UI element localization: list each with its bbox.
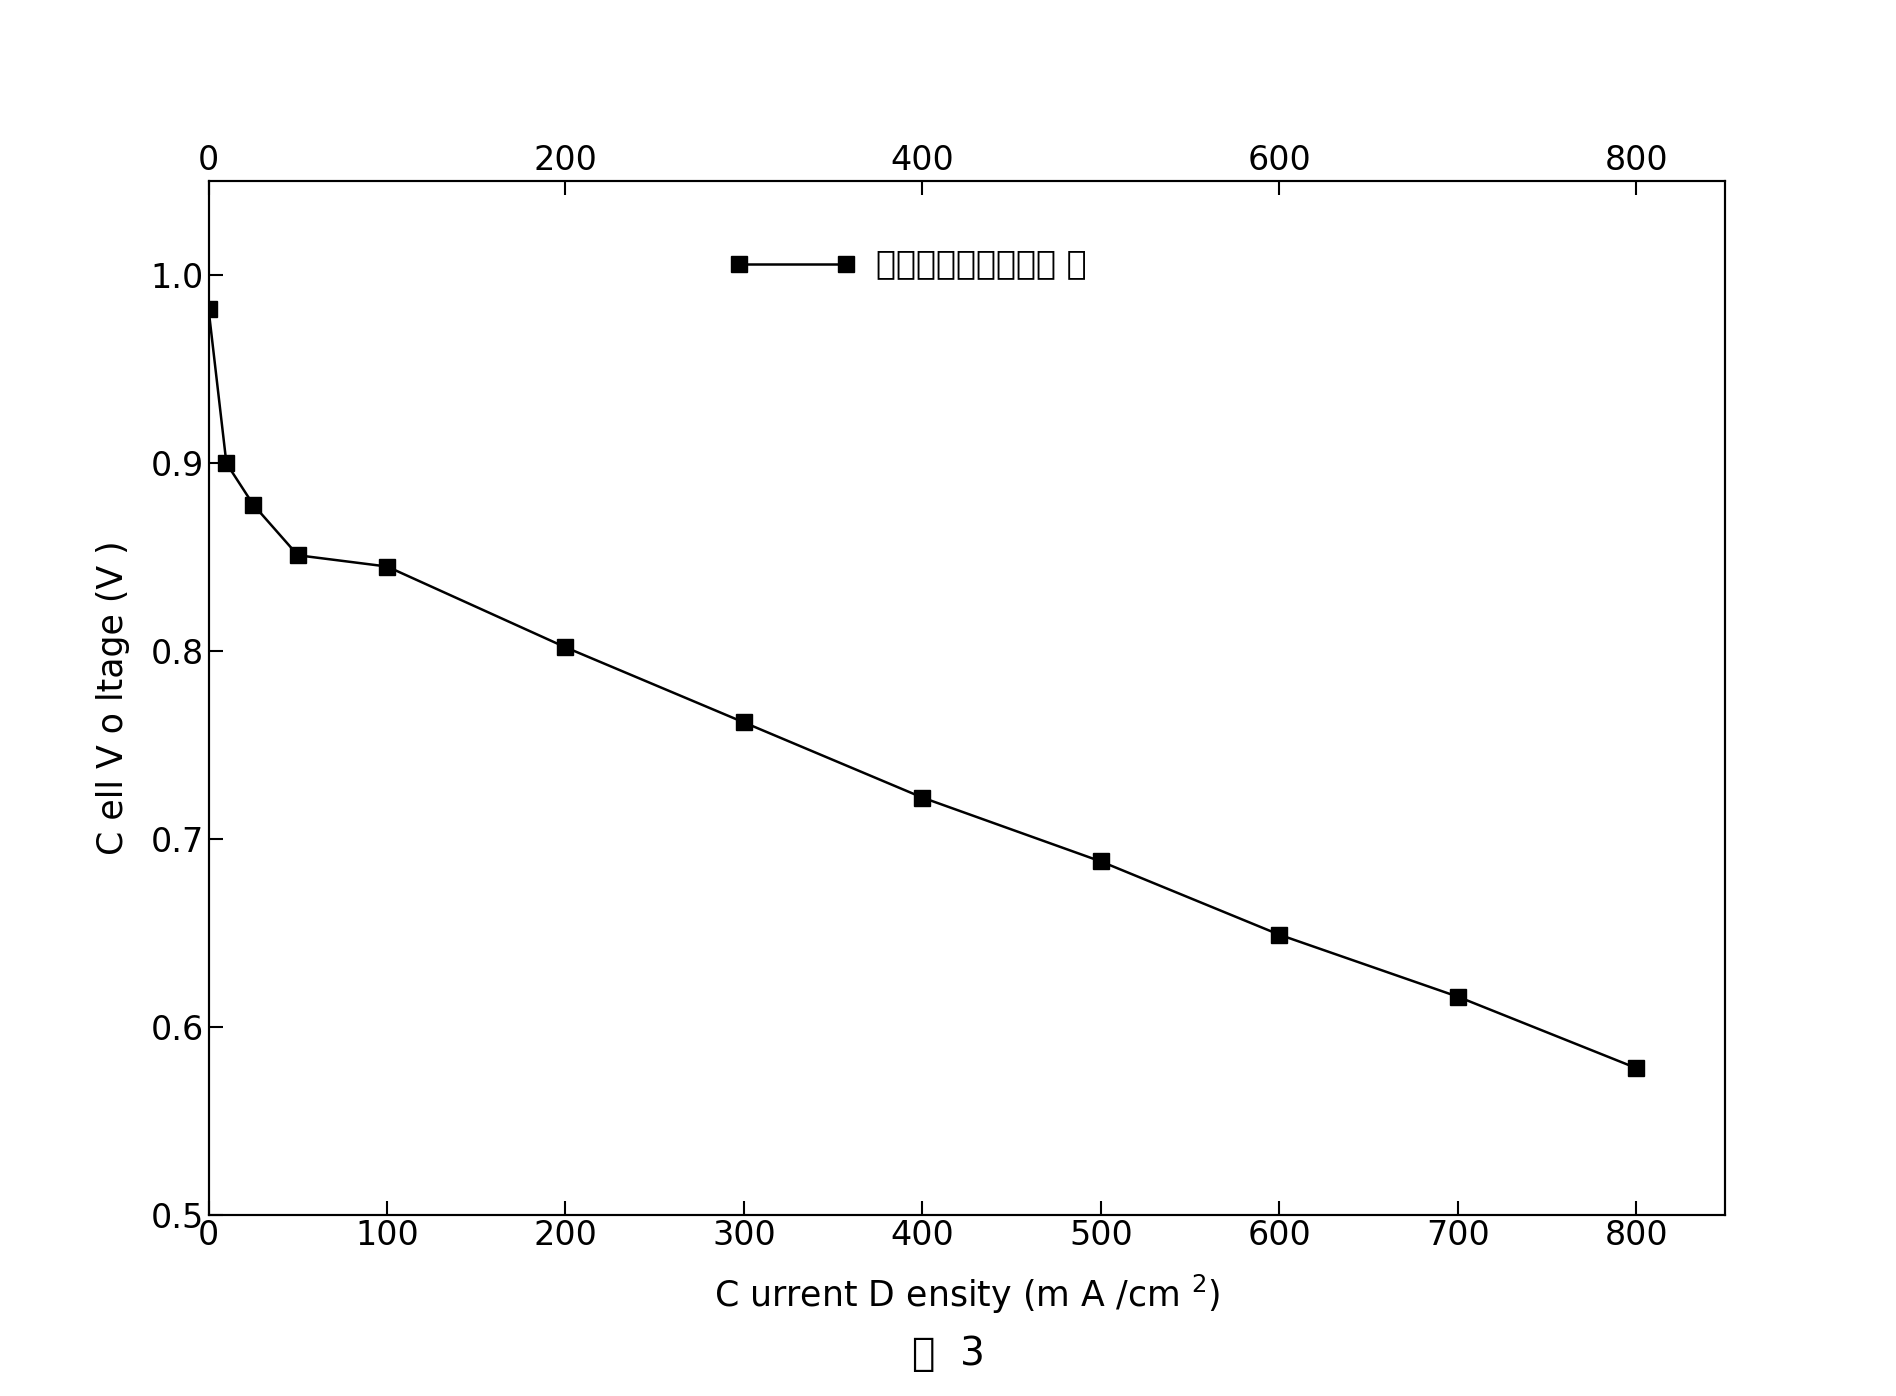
X-axis label: C urrent D ensity (m A /cm $^{2}$): C urrent D ensity (m A /cm $^{2}$)	[713, 1273, 1221, 1316]
Text: 图  3: 图 3	[912, 1335, 984, 1374]
Text: 实例电极常压性能曲 线: 实例电极常压性能曲 线	[876, 247, 1086, 281]
Y-axis label: C ell V o ltage (V ): C ell V o ltage (V )	[95, 540, 129, 856]
